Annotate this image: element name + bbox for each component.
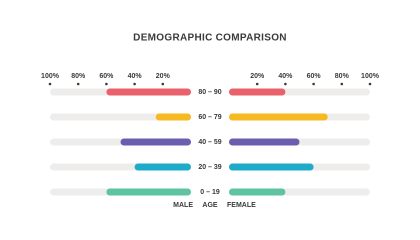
- category-label: 40 – 59: [198, 139, 221, 146]
- category-axis-label: AGE: [202, 202, 218, 209]
- bar: [229, 163, 314, 171]
- x-tick-label: 80%: [71, 73, 86, 80]
- bar: [155, 113, 191, 121]
- bar: [106, 88, 191, 96]
- tick-mark: [133, 82, 136, 86]
- bar: [229, 188, 286, 196]
- bar: [106, 188, 191, 196]
- x-tick-label: 20%: [250, 73, 265, 80]
- tick-mark: [161, 82, 165, 86]
- bar: [120, 138, 191, 146]
- category-label: 80 – 90: [198, 89, 221, 96]
- tick-mark: [312, 82, 315, 86]
- x-tick-label: 80%: [335, 73, 350, 80]
- bar: [229, 138, 300, 146]
- tick-mark: [48, 82, 52, 86]
- x-tick-label: 60%: [99, 73, 114, 80]
- tick-mark: [105, 82, 108, 86]
- tick-mark: [255, 82, 259, 86]
- x-tick-label: 40%: [278, 73, 293, 80]
- tick-mark: [284, 82, 287, 86]
- x-tick-label: 100%: [361, 73, 380, 80]
- bar: [229, 113, 328, 121]
- tick-mark: [368, 82, 372, 86]
- tick-mark: [76, 82, 80, 86]
- x-tick-label: 20%: [156, 73, 171, 80]
- chart-title: DEMOGRAPHIC COMPARISON: [133, 33, 287, 44]
- x-tick-label: 40%: [128, 73, 143, 80]
- category-label: 20 – 39: [198, 164, 221, 171]
- legend-label: MALE: [173, 202, 193, 209]
- category-label: 0 – 19: [200, 189, 220, 196]
- x-tick-label: 60%: [307, 73, 322, 80]
- bar: [134, 163, 191, 171]
- bar: [229, 88, 286, 96]
- category-label: 60 – 79: [198, 114, 221, 121]
- x-tick-label: 100%: [41, 73, 60, 80]
- tick-mark: [340, 82, 344, 86]
- bar-track: [50, 113, 191, 121]
- legend-label: FEMALE: [227, 202, 256, 209]
